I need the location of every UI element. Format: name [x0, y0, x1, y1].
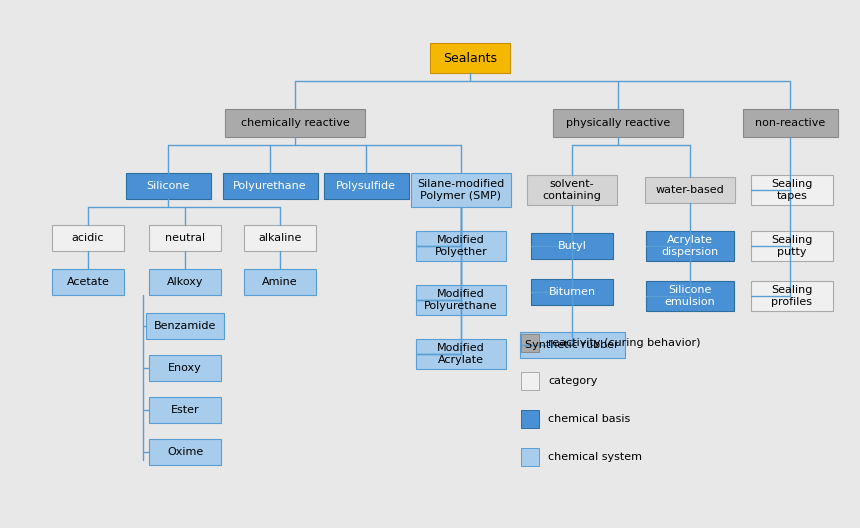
Text: Acetate: Acetate — [66, 277, 109, 287]
Text: chemical basis: chemical basis — [548, 414, 630, 424]
Text: Modified
Polyether: Modified Polyether — [434, 235, 488, 257]
Text: solvent-
containing: solvent- containing — [543, 179, 601, 201]
Text: Sealing
profiles: Sealing profiles — [771, 285, 813, 307]
FancyBboxPatch shape — [521, 410, 539, 428]
FancyBboxPatch shape — [52, 269, 124, 295]
Text: Silicone: Silicone — [146, 181, 190, 191]
FancyBboxPatch shape — [521, 372, 539, 390]
FancyBboxPatch shape — [742, 109, 838, 137]
Text: reactivity (curing behavior): reactivity (curing behavior) — [548, 338, 701, 348]
FancyBboxPatch shape — [416, 339, 506, 369]
Text: Benzamide: Benzamide — [154, 321, 216, 331]
FancyBboxPatch shape — [430, 43, 510, 73]
Text: neutral: neutral — [165, 233, 205, 243]
Text: acidic: acidic — [71, 233, 104, 243]
FancyBboxPatch shape — [149, 225, 221, 251]
Text: Sealing
putty: Sealing putty — [771, 235, 813, 257]
FancyBboxPatch shape — [531, 233, 613, 259]
Text: Oxime: Oxime — [167, 447, 203, 457]
Text: Modified
Acrylate: Modified Acrylate — [437, 343, 485, 365]
Text: category: category — [548, 376, 598, 386]
Text: Silicone
emulsion: Silicone emulsion — [665, 285, 716, 307]
Text: Ester: Ester — [170, 405, 200, 415]
Text: Bitumen: Bitumen — [549, 287, 596, 297]
FancyBboxPatch shape — [646, 281, 734, 311]
FancyBboxPatch shape — [411, 173, 511, 207]
FancyBboxPatch shape — [149, 355, 221, 381]
FancyBboxPatch shape — [416, 231, 506, 261]
Text: Acrylate
dispersion: Acrylate dispersion — [661, 235, 719, 257]
FancyBboxPatch shape — [149, 439, 221, 465]
Text: Enoxy: Enoxy — [168, 363, 202, 373]
Text: chemically reactive: chemically reactive — [241, 118, 349, 128]
Text: Synthetic rubber: Synthetic rubber — [525, 340, 619, 350]
FancyBboxPatch shape — [645, 177, 735, 203]
Text: alkaline: alkaline — [258, 233, 302, 243]
Text: Butyl: Butyl — [557, 241, 587, 251]
FancyBboxPatch shape — [223, 173, 317, 199]
Text: Sealants: Sealants — [443, 52, 497, 64]
FancyBboxPatch shape — [646, 231, 734, 261]
FancyBboxPatch shape — [323, 173, 408, 199]
FancyBboxPatch shape — [146, 313, 224, 339]
Text: Amine: Amine — [262, 277, 298, 287]
Text: chemical system: chemical system — [548, 452, 642, 462]
FancyBboxPatch shape — [527, 175, 617, 205]
FancyBboxPatch shape — [149, 397, 221, 423]
FancyBboxPatch shape — [126, 173, 211, 199]
FancyBboxPatch shape — [225, 109, 365, 137]
Text: physically reactive: physically reactive — [566, 118, 670, 128]
FancyBboxPatch shape — [149, 269, 221, 295]
Text: Polysulfide: Polysulfide — [336, 181, 396, 191]
Text: non-reactive: non-reactive — [755, 118, 825, 128]
Text: Polyurethane: Polyurethane — [233, 181, 307, 191]
Text: Sealing
tapes: Sealing tapes — [771, 179, 813, 201]
FancyBboxPatch shape — [521, 334, 539, 352]
FancyBboxPatch shape — [751, 231, 833, 261]
FancyBboxPatch shape — [553, 109, 683, 137]
FancyBboxPatch shape — [531, 279, 613, 305]
Text: water-based: water-based — [655, 185, 724, 195]
FancyBboxPatch shape — [52, 225, 124, 251]
Text: Alkoxy: Alkoxy — [167, 277, 203, 287]
FancyBboxPatch shape — [519, 332, 624, 358]
FancyBboxPatch shape — [244, 269, 316, 295]
Text: Silane-modified
Polymer (SMP): Silane-modified Polymer (SMP) — [417, 179, 505, 201]
FancyBboxPatch shape — [521, 448, 539, 466]
FancyBboxPatch shape — [416, 285, 506, 315]
FancyBboxPatch shape — [751, 281, 833, 311]
FancyBboxPatch shape — [751, 175, 833, 205]
Text: Modified
Polyurethane: Modified Polyurethane — [424, 289, 498, 311]
FancyBboxPatch shape — [244, 225, 316, 251]
